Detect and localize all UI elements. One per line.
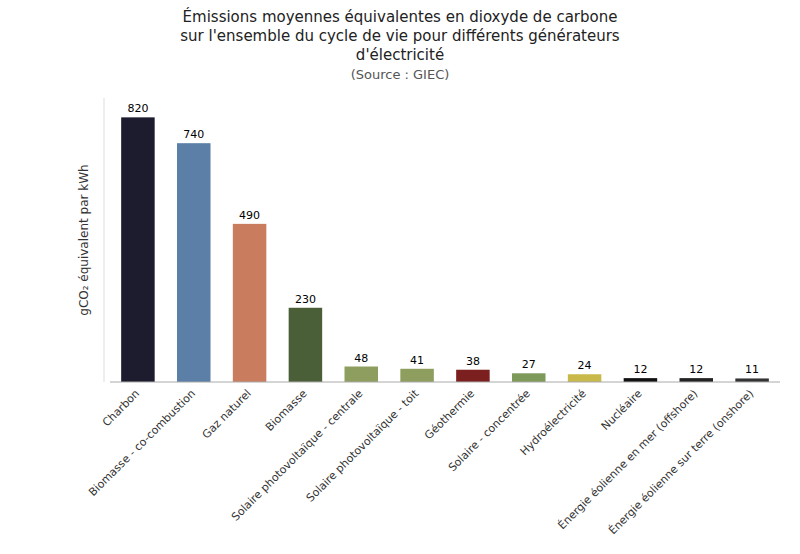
- subtitle: (Source : GIEC): [351, 67, 450, 82]
- bar: [289, 308, 323, 382]
- data-label: 11: [745, 363, 759, 376]
- x-tick-label: Gaz naturel: [200, 387, 254, 441]
- chart: Émissions moyennes équivalentes en dioxy…: [0, 0, 800, 554]
- bars: [121, 117, 769, 382]
- data-label: 38: [466, 355, 480, 368]
- bar: [400, 369, 434, 382]
- x-tick-label: Solaire - concentrée: [446, 387, 533, 474]
- data-label: 740: [183, 128, 204, 141]
- bar: [345, 367, 379, 382]
- data-label: 27: [522, 358, 536, 371]
- data-label: 12: [689, 363, 703, 376]
- x-tick-label: Géothermie: [422, 387, 477, 442]
- data-label: 820: [127, 102, 148, 115]
- x-tick-label: Charbon: [100, 387, 142, 429]
- x-tick-label: Hydroélectricité: [518, 387, 589, 458]
- data-label: 48: [354, 352, 368, 365]
- bar: [624, 378, 658, 382]
- bar: [121, 117, 154, 382]
- chart-container: Émissions moyennes équivalentes en dioxy…: [0, 0, 800, 554]
- y-axis-line: [104, 98, 105, 382]
- bar: [233, 224, 266, 382]
- x-axis-line: [110, 382, 780, 383]
- bar: [512, 373, 546, 382]
- title: Émissions moyennes équivalentes en dioxy…: [180, 7, 620, 64]
- bar: [680, 378, 714, 382]
- data-label: 41: [410, 354, 424, 367]
- bar: [177, 143, 211, 382]
- data-label: 24: [578, 359, 592, 372]
- x-tick-label: Solaire photovoltaïque - toit: [304, 387, 422, 505]
- x-tick-label: Nucléaire: [599, 387, 645, 433]
- x-tick-label: Énergie éolienne sur terre (onshore): [606, 387, 756, 537]
- x-tick-label: Biomasse - co-combustion: [86, 387, 198, 499]
- data-label: 230: [295, 293, 316, 306]
- bar: [456, 370, 490, 382]
- y-axis-label: gCO₂ équivalent par kWh: [77, 164, 91, 315]
- x-tick-label: Biomasse: [263, 387, 310, 434]
- bar: [568, 374, 602, 382]
- data-label: 490: [239, 209, 260, 222]
- bar: [735, 378, 769, 382]
- data-label: 12: [633, 363, 647, 376]
